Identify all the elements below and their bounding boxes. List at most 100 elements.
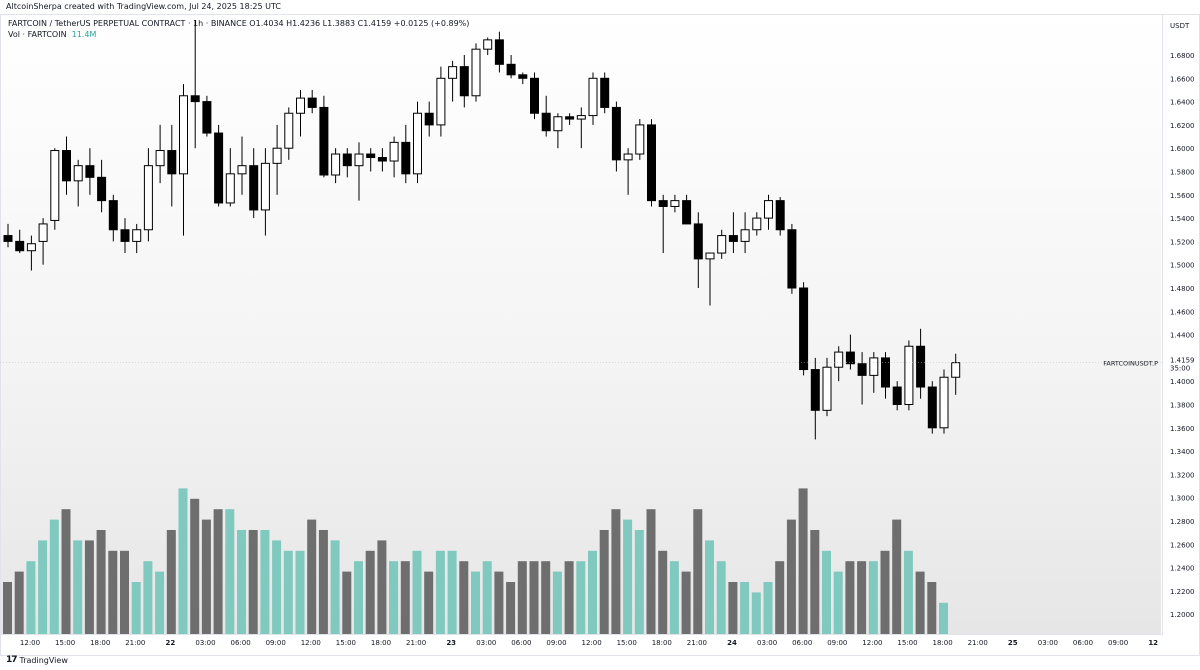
candle-body <box>237 165 247 175</box>
candle-body <box>927 386 937 429</box>
candle-body <box>260 162 270 211</box>
volume-bar <box>131 582 141 634</box>
candle <box>225 148 235 207</box>
time-tick-label: 12:00 <box>20 639 40 647</box>
candle-body <box>459 66 469 97</box>
time-tick-label: 15:00 <box>617 639 637 647</box>
candle-body <box>693 223 703 260</box>
symbol-price-tag: FARTCOINUSDT.P <box>1103 360 1158 368</box>
candle <box>705 252 715 306</box>
candle-body <box>448 66 458 79</box>
candle <box>892 381 902 411</box>
volume-bar <box>260 530 270 634</box>
candle-body <box>85 165 95 178</box>
volume-bar <box>412 550 422 634</box>
candle <box>670 194 680 213</box>
time-tick-label: 09:00 <box>1108 639 1128 647</box>
candle <box>588 72 598 125</box>
candle <box>331 148 341 184</box>
candle-body <box>143 165 153 231</box>
candle-body <box>249 165 259 211</box>
price-tick-label: 1.3600 <box>1170 425 1195 433</box>
candle <box>73 159 83 207</box>
price-tick-label: 1.4000 <box>1170 378 1195 386</box>
price-tick-label: 1.6800 <box>1170 52 1195 60</box>
time-tick-label: 25 <box>1008 639 1018 647</box>
candle-body <box>834 351 844 368</box>
volume-bar <box>49 519 59 634</box>
candle <box>740 212 750 254</box>
volume-bar <box>248 530 258 634</box>
symbol-legend: FARTCOIN / TetherUS PERPETUAL CONTRACT ·… <box>8 19 470 28</box>
candle-body <box>822 366 832 411</box>
candle-body <box>904 345 914 405</box>
candle-body <box>530 77 539 114</box>
candle <box>471 43 481 102</box>
candle <box>553 113 563 149</box>
volume-bar <box>775 561 785 634</box>
candle <box>190 20 200 149</box>
candle <box>693 212 703 288</box>
volume-bar <box>435 550 445 634</box>
candle <box>424 101 434 137</box>
candle-body <box>190 95 200 103</box>
time-tick-label: 09:00 <box>546 639 566 647</box>
candle-body <box>553 116 563 132</box>
candle-body <box>740 229 750 242</box>
candle-body <box>670 200 680 207</box>
candle <box>752 212 762 236</box>
candle-body <box>705 252 715 260</box>
candle-body <box>600 77 610 108</box>
candle-body <box>413 112 422 175</box>
candle-body <box>424 112 434 126</box>
time-tick-label: 03:00 <box>757 639 777 647</box>
candle-body <box>506 63 516 76</box>
candle-body <box>565 116 575 120</box>
volume-bar <box>693 509 703 634</box>
candle-body <box>214 132 224 204</box>
candle-body <box>658 200 668 207</box>
volume-bar <box>541 561 551 634</box>
price-tick-label: 1.6400 <box>1170 99 1195 107</box>
candle <box>647 119 656 207</box>
candle-body <box>857 363 867 376</box>
volume-bar <box>330 540 340 634</box>
tradingview-brand: TradingView <box>19 655 68 665</box>
time-tick-label: 09:00 <box>827 639 847 647</box>
candle <box>448 60 458 102</box>
volume-bar <box>716 561 726 634</box>
candle <box>237 136 247 195</box>
volume-bar <box>237 530 246 634</box>
price-tick-label: 1.2800 <box>1170 518 1195 526</box>
volume-bar <box>740 582 750 634</box>
candle <box>845 334 855 370</box>
volume-bar <box>810 530 820 634</box>
candle-body <box>342 153 352 167</box>
volume-bar <box>564 561 574 634</box>
tradingview-logo-icon: 17 <box>6 655 17 665</box>
volume-bar <box>669 561 679 634</box>
creator-attribution: AltcoinSherpa created with TradingView.c… <box>6 2 281 11</box>
candle-body <box>869 357 879 376</box>
candle <box>3 223 13 248</box>
volume-bar <box>14 571 24 634</box>
candle-body <box>951 362 961 378</box>
candle <box>108 194 118 242</box>
volume-bar <box>599 530 609 634</box>
candle <box>260 148 270 236</box>
candle-body <box>775 200 785 231</box>
bar-countdown-label: 35:00 <box>1170 365 1190 373</box>
volume-bar <box>494 571 504 634</box>
candle <box>179 84 188 236</box>
time-tick-label: 06:00 <box>1073 639 1093 647</box>
price-tick-label: 1.2600 <box>1170 541 1195 549</box>
time-tick-label: 03:00 <box>195 639 215 647</box>
volume-bar <box>166 530 176 634</box>
candle-body <box>810 369 820 411</box>
candle <box>202 95 212 137</box>
candle <box>459 55 469 108</box>
volume-bar <box>857 561 867 634</box>
volume-bar <box>178 488 188 634</box>
